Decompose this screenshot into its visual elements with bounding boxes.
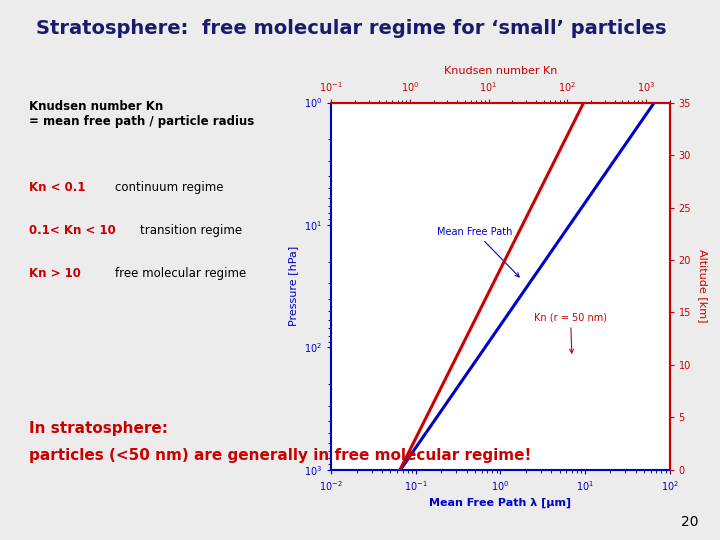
X-axis label: Knudsen number Kn: Knudsen number Kn (444, 66, 557, 76)
Text: Knudsen number Kn
= mean free path / particle radius: Knudsen number Kn = mean free path / par… (29, 100, 254, 128)
Text: Kn (r = 50 nm): Kn (r = 50 nm) (534, 312, 607, 353)
Text: Stratosphere:  free molecular regime for ‘small’ particles: Stratosphere: free molecular regime for … (36, 19, 667, 38)
Text: In stratosphere:: In stratosphere: (29, 421, 168, 436)
Text: Kn < 0.1: Kn < 0.1 (29, 181, 85, 194)
Text: Kn > 10: Kn > 10 (29, 267, 81, 280)
Text: 0.1< Kn < 10: 0.1< Kn < 10 (29, 224, 115, 237)
Y-axis label: Altitude [km]: Altitude [km] (698, 249, 708, 323)
Text: Mean Free Path: Mean Free Path (437, 227, 519, 277)
Text: particles (<50 nm) are generally in free molecular regime!: particles (<50 nm) are generally in free… (29, 448, 531, 463)
Text: transition regime: transition regime (140, 224, 243, 237)
Text: free molecular regime: free molecular regime (115, 267, 246, 280)
Y-axis label: Pressure [hPa]: Pressure [hPa] (288, 246, 298, 326)
Text: continuum regime: continuum regime (115, 181, 224, 194)
X-axis label: Mean Free Path λ [µm]: Mean Free Path λ [µm] (429, 498, 572, 509)
Text: 20: 20 (681, 515, 698, 529)
